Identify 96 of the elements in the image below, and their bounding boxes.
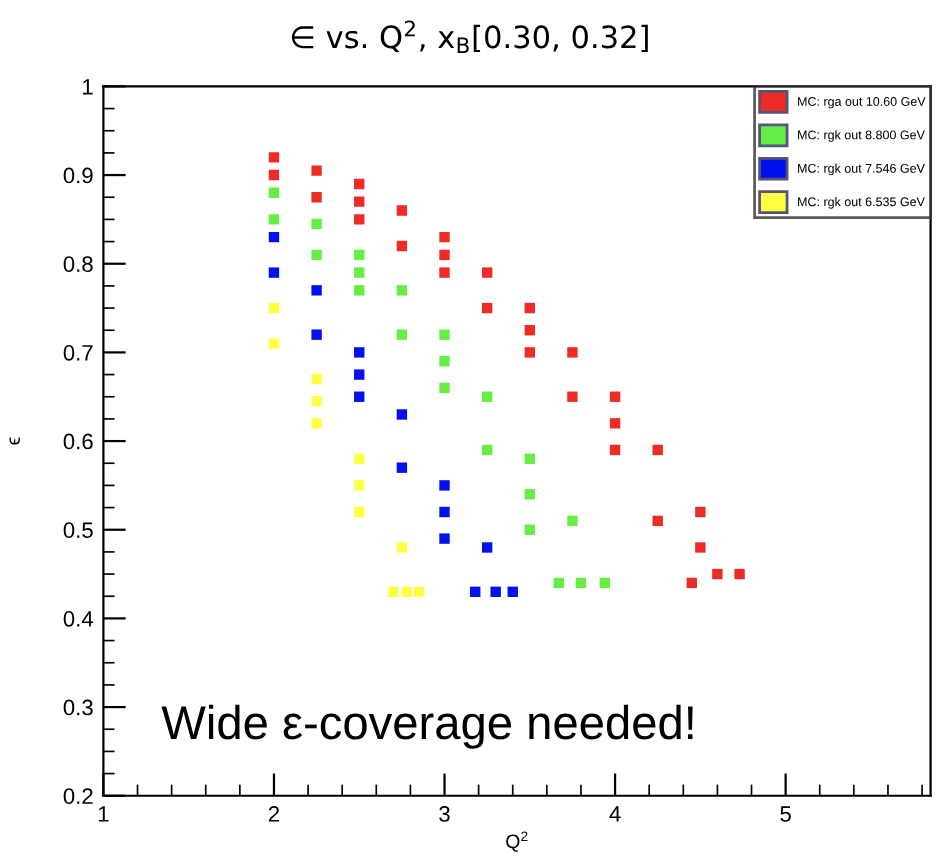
- x-tick-label: 4: [609, 806, 621, 822]
- point: [609, 444, 621, 456]
- point: [354, 196, 365, 207]
- point: [354, 369, 365, 380]
- point: [439, 382, 450, 394]
- point: [396, 542, 408, 553]
- x-tick-label: 5: [780, 806, 791, 822]
- point: [524, 524, 535, 535]
- point: [354, 249, 365, 261]
- point: [470, 586, 481, 598]
- point: [413, 586, 425, 598]
- point: [396, 240, 408, 252]
- point: [439, 533, 450, 544]
- point: [354, 453, 365, 464]
- x-axis-title: Q$^{2}$: [506, 831, 528, 852]
- annotation: Wide ε-coverage needed!: [161, 704, 693, 749]
- point: [396, 462, 408, 473]
- point: [354, 391, 365, 402]
- point: [481, 444, 493, 456]
- y-tick-label: 0.8: [63, 256, 93, 273]
- point: [439, 329, 450, 340]
- point: [396, 285, 408, 296]
- y-tick-label: 1: [83, 79, 93, 95]
- point: [439, 356, 450, 367]
- point: [575, 577, 587, 589]
- point: [439, 249, 450, 261]
- point: [311, 249, 322, 261]
- point: [439, 480, 450, 491]
- point: [354, 480, 365, 491]
- point: [268, 152, 280, 163]
- point: [734, 568, 745, 580]
- point: [490, 586, 501, 598]
- point: [388, 586, 399, 598]
- point: [609, 391, 621, 402]
- point: [609, 418, 621, 429]
- point: [695, 542, 706, 553]
- point: [354, 506, 365, 518]
- point: [599, 577, 611, 589]
- point: [481, 542, 493, 553]
- point: [652, 515, 663, 527]
- point: [354, 214, 365, 225]
- point: [481, 267, 493, 278]
- point: [524, 347, 535, 358]
- point: [354, 347, 365, 358]
- point: [652, 444, 663, 456]
- y-tick-label: 0.4: [63, 610, 94, 627]
- point: [507, 586, 518, 598]
- y-tick-label: 0.6: [63, 433, 93, 450]
- point: [553, 577, 564, 589]
- x-tick-label: 2: [268, 806, 280, 822]
- point: [439, 506, 450, 518]
- y-tick-label: 0.9: [63, 167, 93, 184]
- point: [524, 302, 535, 314]
- point: [311, 395, 322, 407]
- point: [524, 489, 535, 500]
- point: [439, 267, 450, 278]
- point: [268, 338, 280, 349]
- point: [401, 586, 413, 598]
- x-tick-label: 1: [98, 806, 109, 822]
- point: [268, 214, 280, 225]
- point: [524, 453, 535, 464]
- point: [268, 187, 280, 198]
- point: [268, 169, 280, 181]
- point: [396, 205, 408, 216]
- point: [354, 267, 365, 278]
- x-tick-label: 3: [439, 806, 450, 822]
- y-tick-label: 0.3: [63, 699, 93, 716]
- point: [686, 577, 698, 589]
- point: [311, 285, 322, 296]
- point: [567, 515, 578, 527]
- point: [311, 165, 322, 176]
- chart-title: ∈ vs. Q$^{2}$, x$_{B}$[0.30, 0.32]: [291, 20, 648, 54]
- y-tick-label: 0.2: [63, 788, 93, 805]
- point: [396, 409, 408, 420]
- y-tick-label: 0.5: [63, 522, 93, 539]
- point: [396, 329, 408, 340]
- point: [439, 231, 450, 243]
- point: [354, 178, 365, 190]
- point: [567, 391, 578, 402]
- point: [311, 418, 322, 429]
- y-axis-title: ϵ: [9, 437, 20, 445]
- point: [268, 231, 280, 243]
- point: [481, 302, 493, 314]
- point: [567, 347, 578, 358]
- y-tick-label: 0.7: [63, 344, 93, 361]
- point: [695, 506, 706, 518]
- point: [524, 325, 535, 336]
- point: [311, 218, 322, 230]
- point: [712, 568, 723, 580]
- point: [311, 373, 322, 385]
- point: [481, 391, 493, 402]
- point: [268, 302, 280, 314]
- point: [354, 285, 365, 296]
- point: [311, 192, 322, 203]
- point: [311, 329, 322, 340]
- point: [268, 267, 280, 278]
